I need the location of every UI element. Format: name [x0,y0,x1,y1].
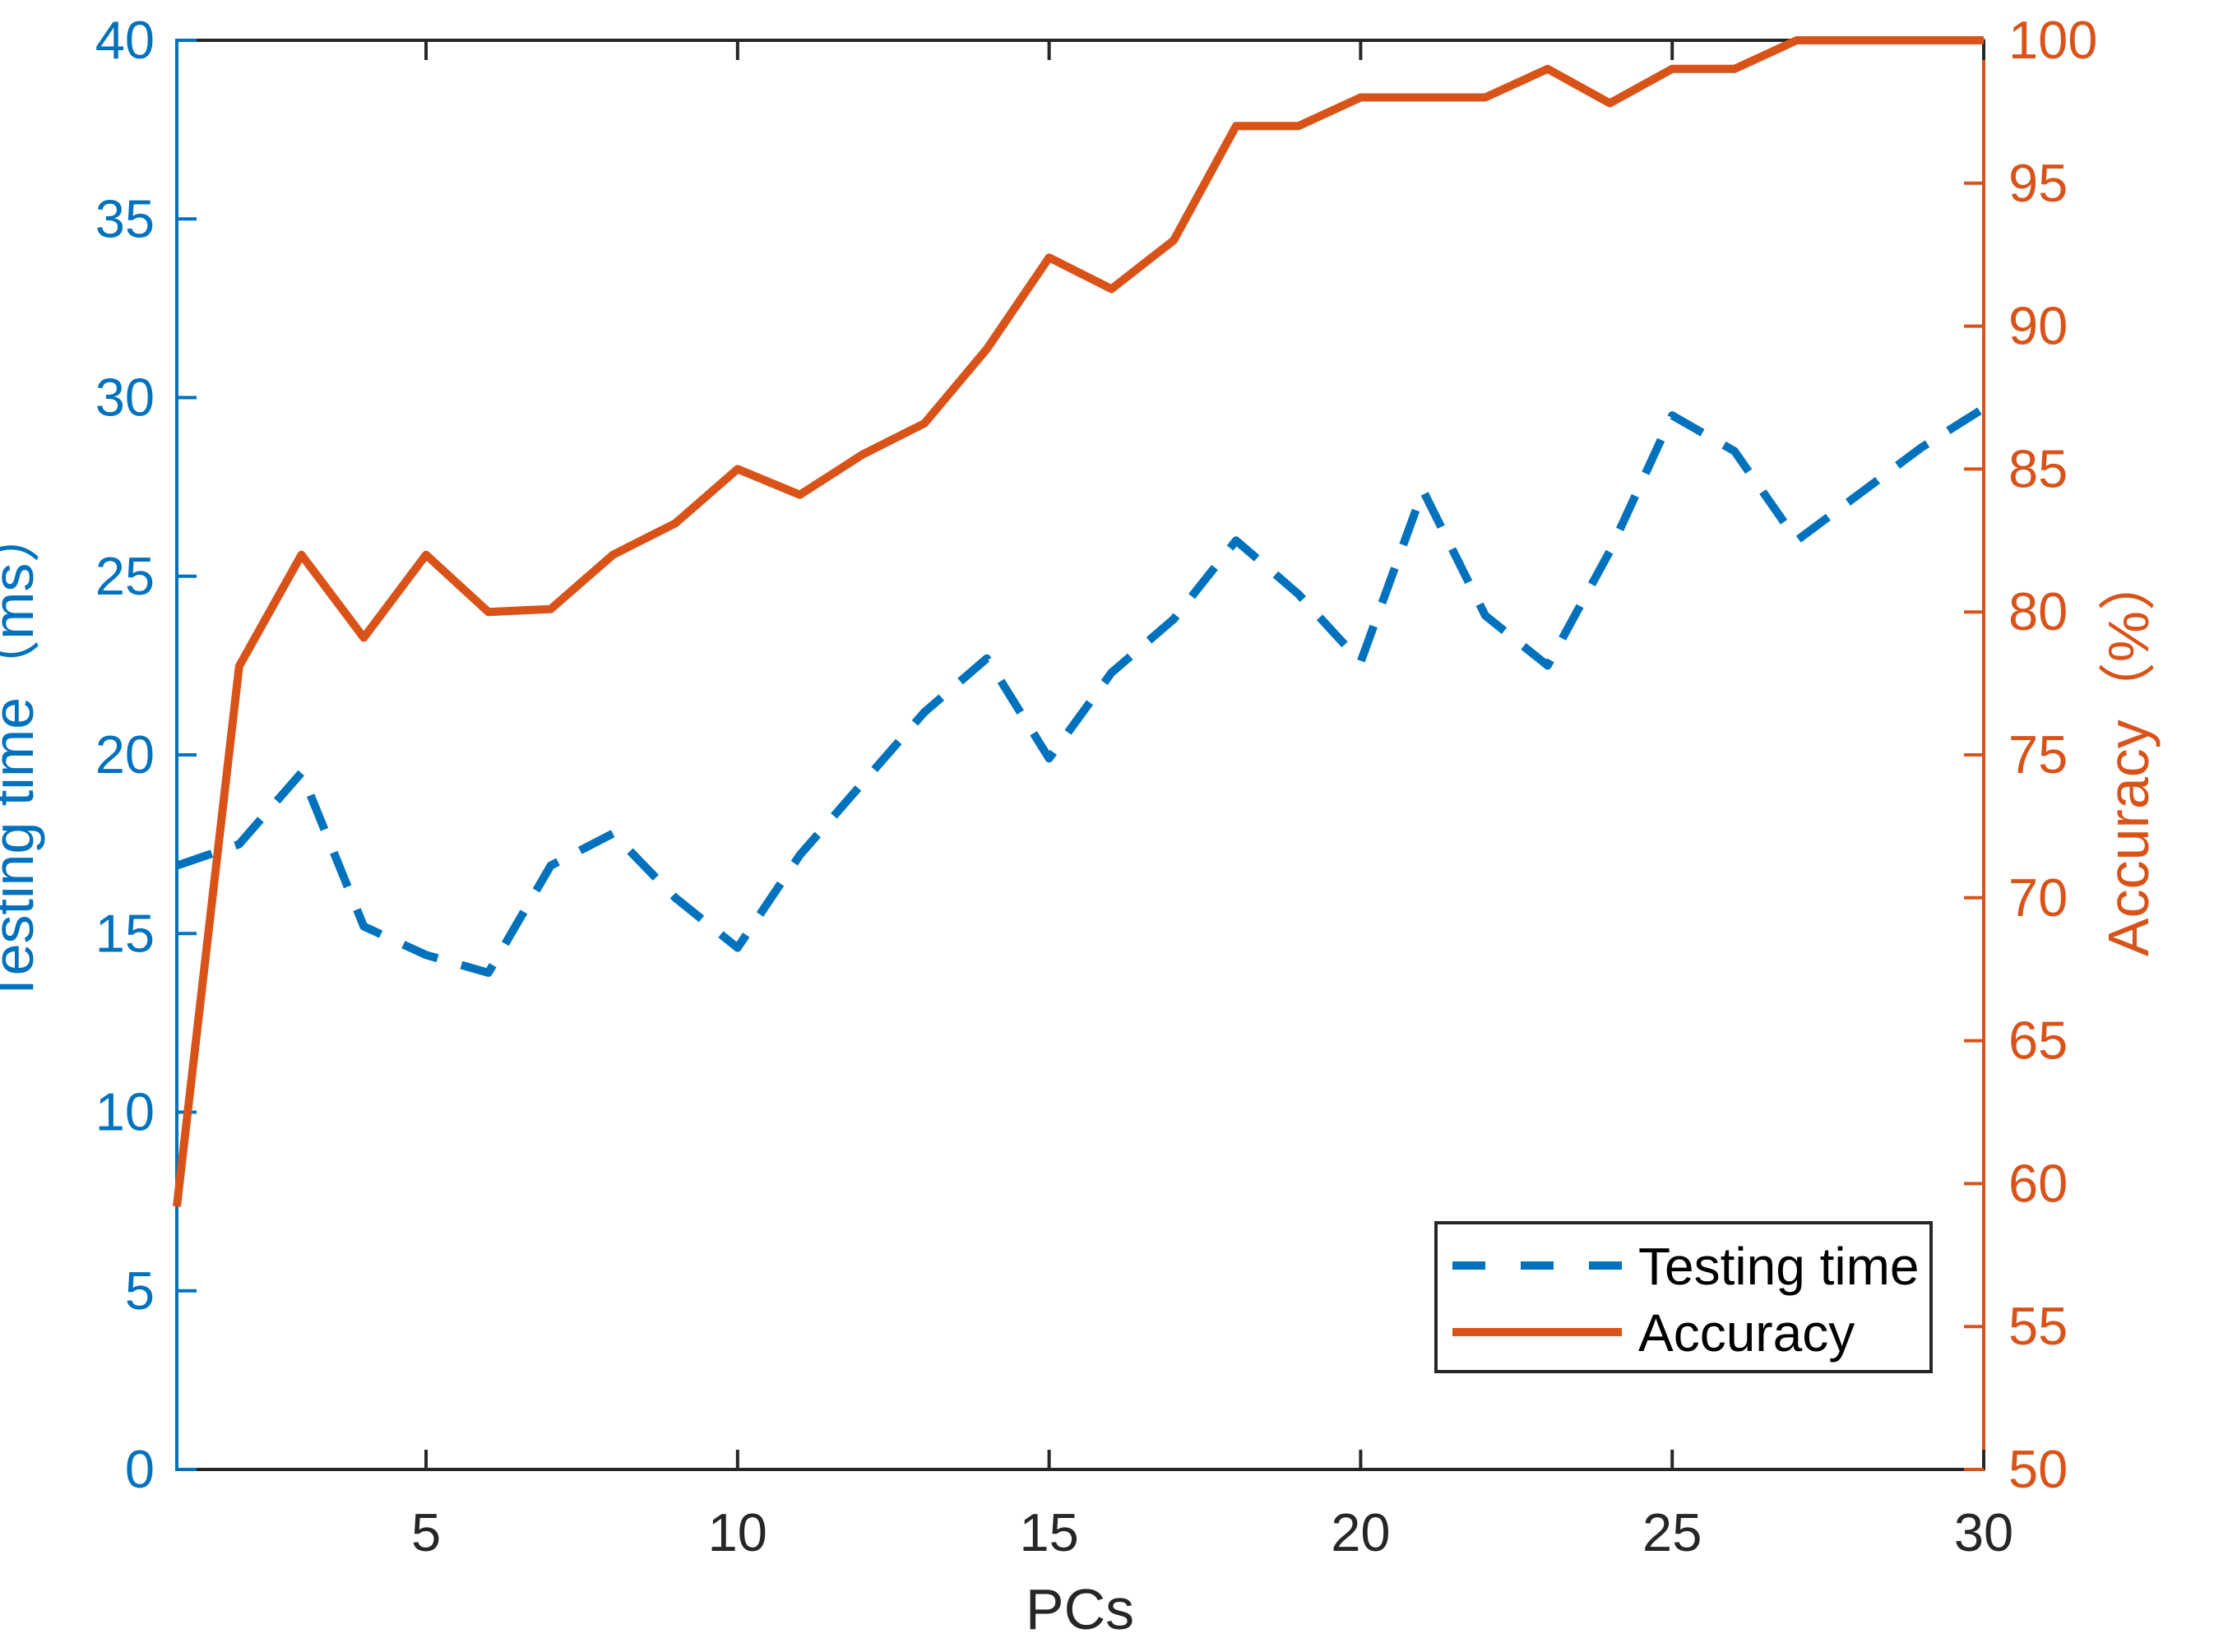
right-tick-label: 85 [2008,438,2068,498]
series-line-accuracy [173,36,1984,1207]
x-tick-label: 30 [1954,1502,2013,1562]
right-axis-tick-labels: 50 55 60 65 70 75 80 85 90 95 100 [2008,10,2097,1499]
right-tick-label: 55 [2008,1296,2068,1356]
right-tick-label: 50 [2008,1439,2068,1499]
right-tick-label: 80 [2008,581,2068,641]
legend-entry-testing-time: Testing time [1638,1237,1919,1296]
right-tick-label: 100 [2008,10,2097,70]
x-tick-label: 25 [1642,1502,1702,1562]
legend-entry-accuracy: Accuracy [1638,1303,1855,1363]
left-tick-label: 15 [95,903,155,963]
left-tick-label: 0 [125,1439,155,1499]
right-tick-label: 65 [2008,1011,2068,1071]
right-axis-label: Accuracy（%） [2096,553,2161,956]
right-tick-label: 75 [2008,724,2068,784]
left-tick-label: 5 [125,1261,155,1321]
right-tick-label: 60 [2008,1153,2068,1213]
left-tick-label: 10 [95,1082,155,1142]
legend-box [1434,1221,1933,1373]
left-tick-label: 25 [95,546,155,606]
left-tick-label: 35 [95,188,155,248]
right-axis-ticks [1964,39,1984,1471]
right-tick-label: 90 [2008,296,2068,356]
x-tick-label: 5 [411,1502,441,1562]
x-tick-label: 20 [1331,1502,1390,1562]
x-tick-label: 15 [1019,1502,1078,1562]
left-tick-label: 30 [95,368,155,428]
left-axis-ticks [177,39,197,1471]
x-axis-ticks [424,40,1985,1469]
x-axis-tick-labels: 5 10 15 20 25 30 [411,1502,2013,1562]
x-axis-label: PCs [1026,1577,1134,1641]
series-line-testing-time [175,405,1986,977]
left-tick-label: 40 [95,10,155,70]
data-series-curves [173,36,1986,1207]
legend: Testing time Accuracy [1434,1221,1933,1373]
x-tick-label: 10 [708,1502,767,1562]
left-axis-tick-labels: 0 5 10 15 20 25 30 35 40 [95,10,155,1499]
right-tick-label: 95 [2008,153,2068,213]
left-axis-label: Testing time（ms） [0,506,45,1005]
left-tick-label: 20 [95,724,155,784]
right-tick-label: 70 [2008,868,2068,928]
